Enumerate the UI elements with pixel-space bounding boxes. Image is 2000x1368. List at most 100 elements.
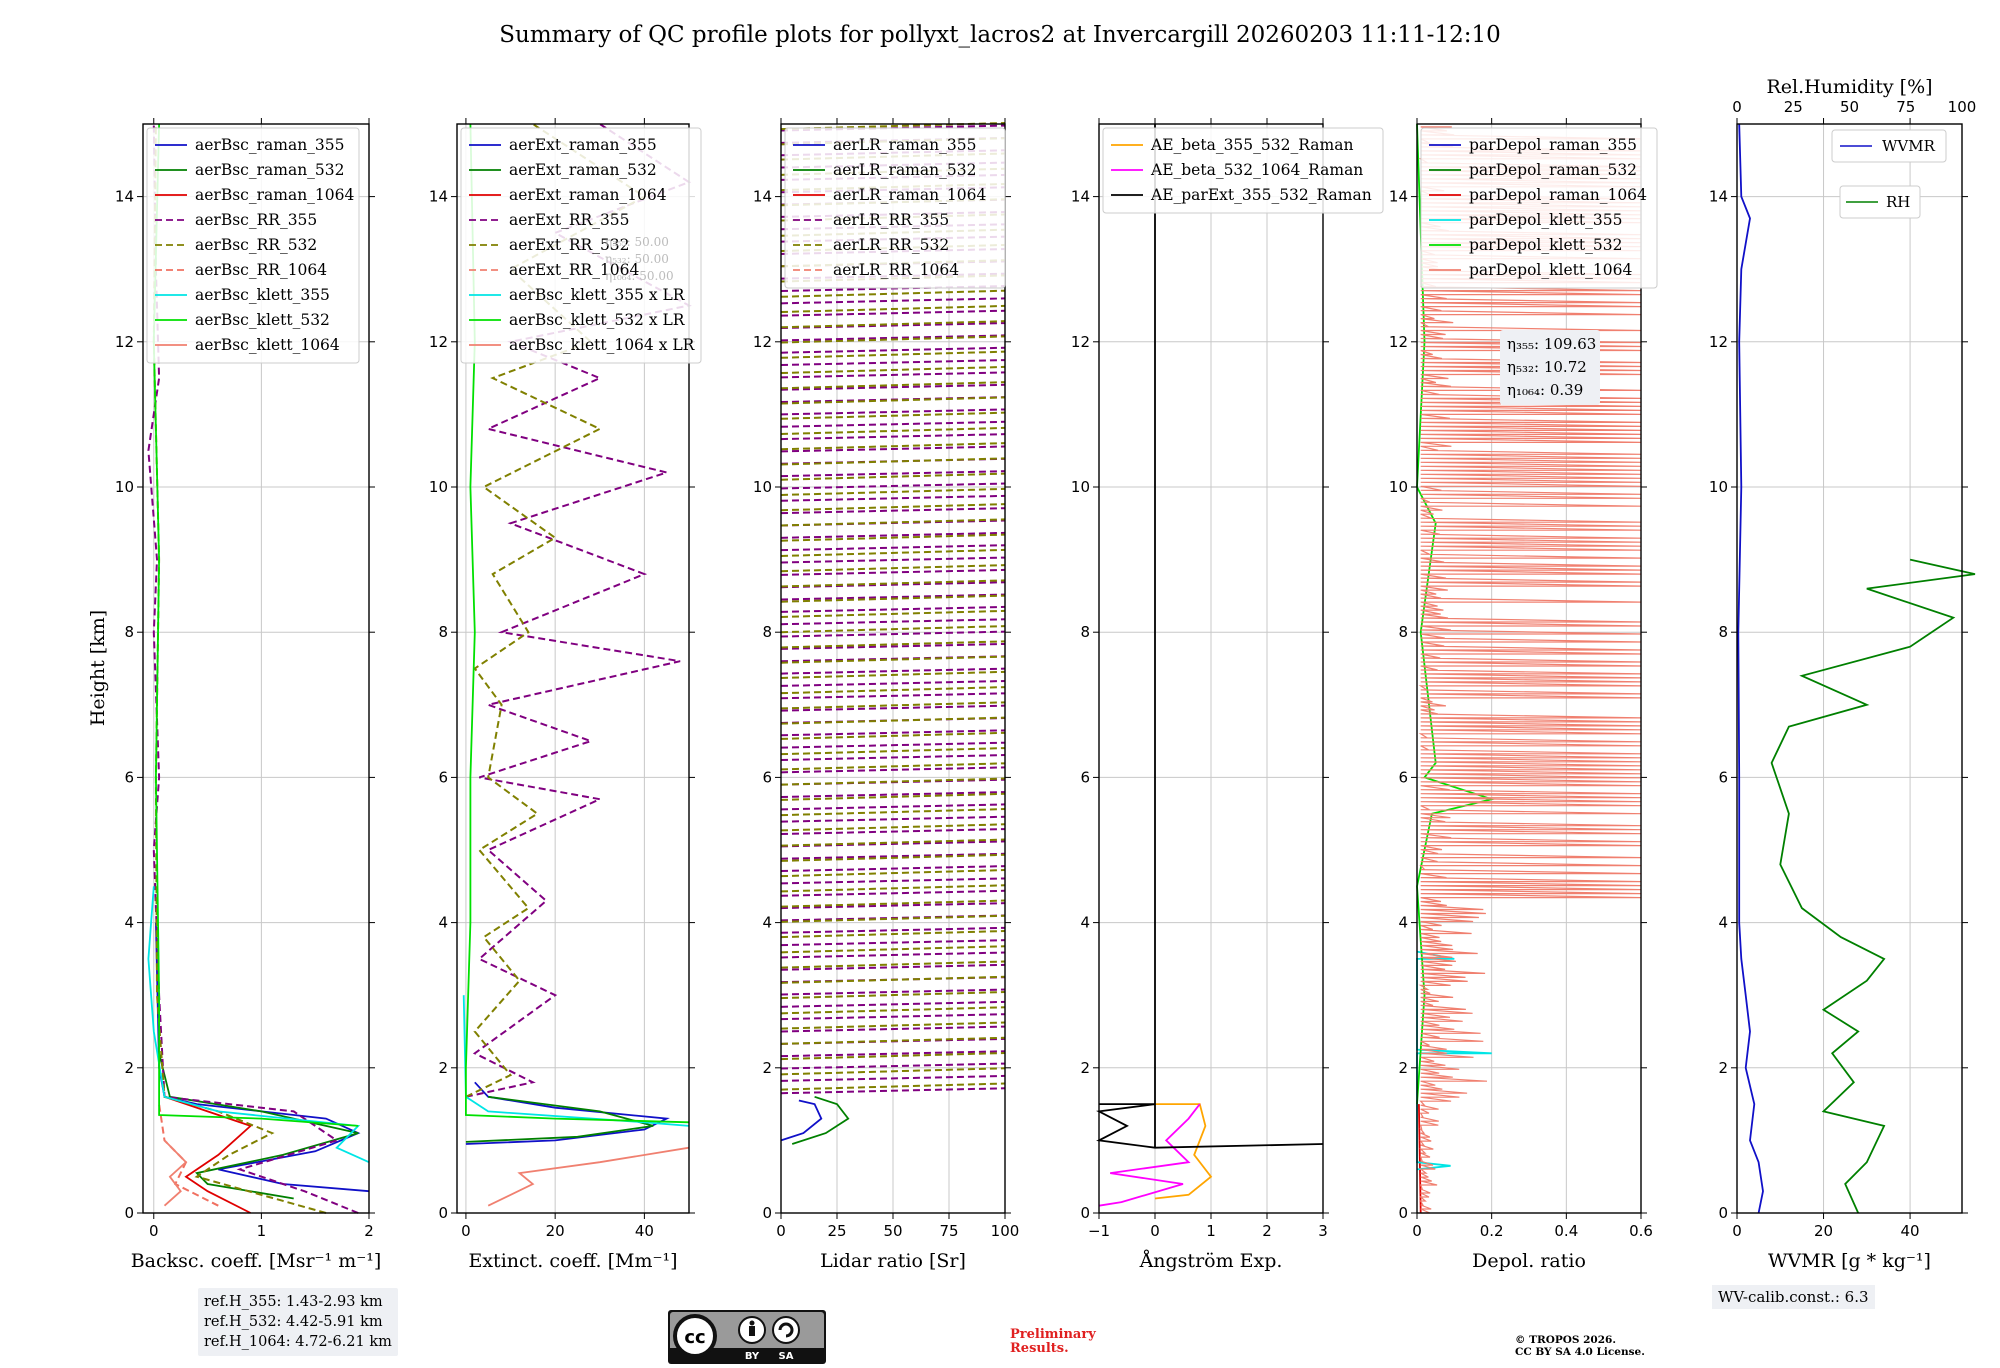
panel-lr-hatch-aerLR_RR_532-40: [780, 472, 1006, 481]
panel-bsc-ytick-label: 4: [124, 914, 134, 932]
panel-lr-hatch-aerLR_RR_355-55: [780, 408, 1006, 416]
panel-wv-legend-label-WVMR: WVMR: [1882, 137, 1936, 155]
panel-lr-ytick-label: 4: [762, 914, 772, 932]
panel-bsc-legend-label-aerBsc_raman_532: aerBsc_raman_532: [195, 161, 345, 179]
panel-lr-hatch-aerLR_RR_355-10: [780, 963, 1006, 971]
panel-lr-hatch-aerLR_RR_355-36: [780, 642, 1006, 650]
panel-wv-top-xtick-label: 50: [1840, 98, 1859, 116]
panel-lr-hatch-aerLR_RR_355-7: [780, 1000, 1006, 1008]
panel-bsc-frame: [142, 123, 370, 1214]
panel-lr-hatch-aerLR_RR_532-17: [780, 823, 1006, 832]
panel-ext-legend-label-aerExt_RR_355: aerExt_RR_355: [509, 211, 630, 229]
panel-ext-xlabel: Extinct. coeff. [Mm⁻¹]: [468, 1250, 677, 1272]
panel-lr-hatch-aerLR_RR_532-52: [780, 289, 1006, 298]
panel-wv-top-xtick-label: 100: [1948, 98, 1977, 116]
panel-wv-legend-label-RH: RH: [1886, 193, 1910, 211]
panel-lr-hatch-aerLR_RR_532-1: [780, 1067, 1006, 1076]
panel-lr-hatch-aerLR_RR_355-52: [780, 445, 1006, 453]
panel-lr-hatch-aerLR_RR_532-42: [780, 442, 1006, 451]
panel-depol-legend-label-parDepol_klett_1064: parDepol_klett_1064: [1469, 261, 1632, 279]
panel-lr-hatch-aerLR_RR_355-15: [780, 902, 1006, 910]
panel-lr-hatch-aerLR_RR_355-58: [780, 371, 1006, 379]
panel-lr-hatch-aerLR_RR_532-41: [780, 457, 1006, 466]
panel-lr-hatch-aerLR_RR_532-32: [780, 594, 1006, 603]
panel-ext-ytick-label: 10: [429, 478, 448, 496]
panel-wv-top-xtick-label: 25: [1784, 98, 1803, 116]
panel-lr-ytick-label: 10: [753, 478, 772, 496]
panel-ext-series-aerExt_raman_355: [465, 1081, 670, 1145]
panel-depol-series-parDepol_klett_1064: [1418, 126, 1642, 1214]
copyright-line-2: CC BY SA 4.0 License.: [1515, 1346, 1645, 1358]
panel-lr-hatch-aerLR_RR_355-16: [780, 889, 1006, 897]
panel-ext-ytick-label: 0: [438, 1204, 448, 1222]
panel-bsc-series-aerBsc_klett_532: [152, 123, 359, 1127]
panel-ae-legend-label-AE_beta_355_532_Raman: AE_beta_355_532_Raman: [1150, 136, 1353, 154]
cc-sa-label: SA: [779, 1351, 794, 1362]
panel-lr-legend-label-aerLR_RR_355: aerLR_RR_355: [833, 211, 949, 229]
panel-lr-hatch-aerLR_RR_355-17: [780, 877, 1006, 885]
panel-depol-legend-label-parDepol_klett_355: parDepol_klett_355: [1469, 211, 1622, 229]
panel-wv-ytick-label: 4: [1718, 914, 1728, 932]
panel-ext-legend-box: [460, 127, 702, 364]
panel-lr-hatch-aerLR_RR_355-50: [780, 470, 1006, 478]
panel-lr-series-aerLR_raman_532: [791, 1095, 850, 1145]
ref-height-box: ref.H_355: 1.43-2.93 km ref.H_532: 4.42-…: [198, 1288, 398, 1356]
panel-lr-hatch-aerLR_RR_355-64: [780, 297, 1006, 305]
panel-depol-ytick-label: 8: [1398, 623, 1408, 641]
panel-lr-hatch-aerLR_RR_355-33: [780, 679, 1006, 687]
panel-ext-eta-faint-2: η₁₀₆₄: 50.00: [605, 269, 674, 283]
panel-depol-ytick-label: 14: [1389, 188, 1408, 206]
panel-wv-ytick-label: 0: [1718, 1204, 1728, 1222]
panel-lr-ytick-label: 14: [753, 188, 772, 206]
panel-depol-eta-0: η₃₅₅: 109.63: [1507, 335, 1596, 353]
panel-lr-hatch-aerLR_RR_532-11: [780, 914, 1006, 923]
panel-lr-legend-label-aerLR_RR_1064: aerLR_RR_1064: [833, 261, 959, 279]
panel-lr-hatch-aerLR_RR_355-44: [780, 544, 1006, 552]
panel-lr-hatch-aerLR_RR_355-18: [780, 865, 1006, 873]
panel-bsc-series-aerBsc_raman_1064: [164, 1095, 253, 1214]
panel-lr-hatch-aerLR_RR_532-46: [780, 381, 1006, 390]
panel-ae-xtick-label: 3: [1318, 1222, 1328, 1240]
panel-lr-hatch-aerLR_RR_355-27: [780, 754, 1006, 761]
panel-ext-ytick-label: 4: [438, 914, 448, 932]
panel-bsc-legend-label-aerBsc_raman_1064: aerBsc_raman_1064: [195, 186, 355, 204]
panel-bsc-xlabel: Backsc. coeff. [Msr⁻¹ m⁻¹]: [131, 1250, 382, 1272]
copyright-note: © TROPOS 2026. CC BY SA 4.0 License.: [1515, 1334, 1645, 1358]
panel-wv-ytick-label: 2: [1718, 1059, 1728, 1077]
panel-lr-hatch-aerLR_RR_532-22: [780, 747, 1006, 756]
panel-lr-hatch-aerLR_RR_532-26: [780, 686, 1006, 695]
panel-lr-hatch-aerLR_RR_532-25: [780, 701, 1006, 710]
panel-lr-hatch-aerLR_RR_355-49: [780, 482, 1006, 490]
panel-wv-xtick-label: 20: [1814, 1222, 1833, 1240]
panel-lr-hatch-aerLR_RR_532-7: [780, 975, 1006, 984]
copyright-line-1: © TROPOS 2026.: [1515, 1334, 1617, 1346]
panel-lr-hatch-aerLR_RR_532-38: [780, 503, 1006, 512]
panel-ext-ytick-label: 14: [429, 188, 448, 206]
panel-lr-hatch-aerLR_RR_355-26: [780, 766, 1006, 774]
panel-lr-hatch-aerLR_RR_355-54: [780, 420, 1006, 428]
panel-ext-ytick-label: 8: [438, 623, 448, 641]
panel-lr-hatch-aerLR_RR_532-39: [780, 487, 1006, 496]
panel-lr-legend-label-aerLR_raman_532: aerLR_raman_532: [833, 161, 976, 179]
panel-ext-ytick-label: 12: [429, 333, 448, 351]
panel-ext-eta-faint-0: η₃₅₅: 50.00: [605, 235, 669, 249]
panel-wv-xtick-label: 0: [1732, 1222, 1742, 1240]
panel-depol-legend-label-parDepol_raman_355: parDepol_raman_355: [1469, 136, 1637, 154]
panel-ae-ytick-label: 2: [1080, 1059, 1090, 1077]
panel-bsc-ytick-label: 10: [115, 478, 134, 496]
panel-ext-xtick-label: 0: [461, 1222, 471, 1240]
panel-bsc-ytick-label: 0: [124, 1204, 134, 1222]
panel-ae-ytick-label: 12: [1071, 333, 1090, 351]
panel-lr-hatch-aerLR_RR_532-24: [780, 716, 1006, 725]
panel-lr-hatch-aerLR_RR_355-42: [780, 568, 1006, 576]
panel-bsc-legend-label-aerBsc_RR_532: aerBsc_RR_532: [195, 236, 317, 254]
panel-wv-series-RH: [1770, 558, 1976, 1214]
panel-ae-legend-box: [1102, 127, 1384, 214]
panel-depol-legend-label-parDepol_klett_532: parDepol_klett_532: [1469, 236, 1622, 254]
panel-bsc-legend-label-aerBsc_RR_1064: aerBsc_RR_1064: [195, 261, 327, 279]
panel-lr-hatch-aerLR_RR_355-63: [780, 309, 1006, 317]
panel-lr-hatch-aerLR_RR_532-34: [780, 564, 1006, 573]
panel-lr-hatch-aerLR_RR_532-27: [780, 670, 1006, 679]
panel-wv-ytick-label: 8: [1718, 623, 1728, 641]
